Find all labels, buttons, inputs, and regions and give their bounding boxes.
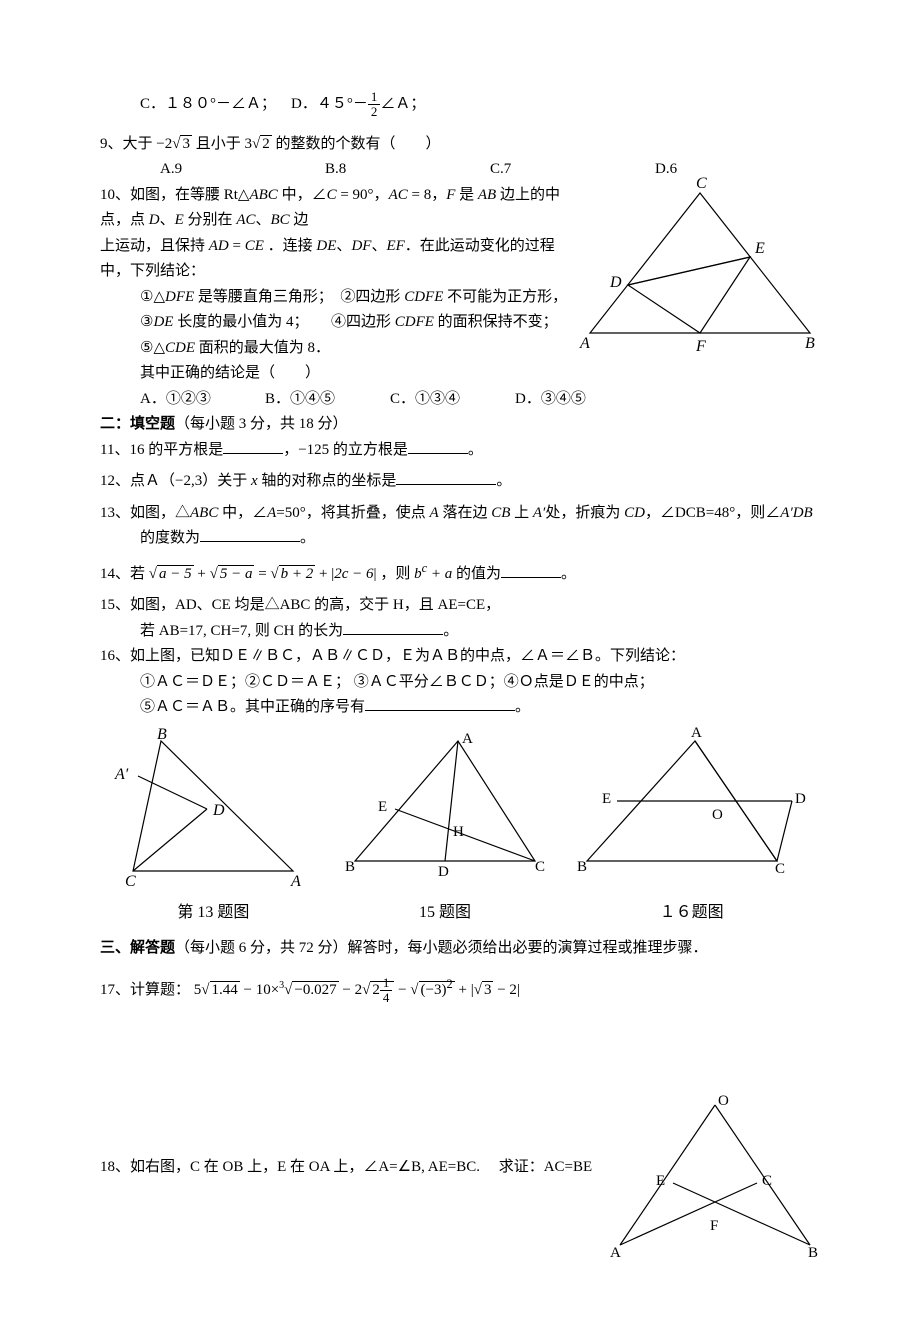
q9-mid: 且小于 3 (196, 136, 252, 152)
q17: 17、计算题： 51.44 − 10×3−0.027 − 2214 − (−3)… (100, 974, 820, 1005)
q10-lblD: D (609, 274, 622, 291)
svg-text:D: D (438, 864, 449, 880)
q9-optB: B.8 (325, 157, 490, 183)
fig15-svg: B C A D E H (340, 731, 550, 886)
q9-neg2: −2 (156, 136, 172, 152)
svg-text:D: D (212, 802, 225, 819)
sec3-note: （每小题 6 分，共 72 分）解答时，每小题必须给出必要的演算过程或推理步骤． (175, 940, 708, 956)
q11: 11、16 的平方根是，−125 的立方根是。 (100, 438, 820, 464)
q10-lblF: F (695, 338, 706, 355)
svg-text:F: F (710, 1218, 718, 1234)
svg-text:D: D (795, 791, 806, 807)
svg-text:E: E (378, 799, 387, 815)
blank (343, 619, 443, 635)
q18: O A B E C F 18、如右图，C 在 OB 上，E 在 OA 上，∠A=… (100, 1095, 820, 1270)
fig13-svg: C A B A′ D (113, 731, 313, 886)
svg-text:B: B (157, 726, 167, 743)
q10-lblB: B (805, 335, 815, 352)
q10-optA: A．①②③ (140, 387, 265, 413)
q8-frac: 12 (368, 90, 381, 120)
svg-text:B: B (808, 1245, 818, 1261)
q10-optB: B．①④⑤ (265, 387, 390, 413)
svg-text:H: H (453, 824, 464, 840)
q9-prefix: 9、大于 (100, 136, 153, 152)
fig13-caption: 第 13 题图 (113, 899, 313, 926)
blank (501, 562, 561, 578)
sec2-note: （每小题 3 分，共 18 分） (175, 416, 348, 432)
q16: 16、如上图，已知ＤＥ∥ＢＣ，ＡＢ∥ＣＤ，Ｅ为ＡＢ的中点，∠Ａ＝∠Ｂ。下列结论：… (100, 644, 820, 721)
q9-optD: D.6 (655, 157, 820, 183)
q10-figure: A B C F D E (580, 183, 820, 363)
sqrt: 5 − a (210, 562, 255, 588)
q10: A B C F D E 10、如图，在等腰 Rt△ABC 中，∠C = 90°，… (100, 183, 820, 413)
q8-optC: C．１８０°－∠Ａ； (140, 96, 276, 112)
fig15-wrap: B C A D E H 15 题图 (340, 731, 550, 927)
svg-text:A: A (462, 731, 473, 747)
q9-options: A.9 B.8 C.7 D.6 (160, 157, 820, 183)
q10-optD: D．③④⑤ (515, 387, 640, 413)
q8-options: C．１８０°－∠Ａ； D．４５°－12∠Ａ； (140, 90, 820, 120)
q8-optD-prefix: D．４５°－ (291, 96, 368, 112)
fig16-caption: １６题图 (577, 899, 807, 926)
fig15-caption: 15 题图 (340, 899, 550, 926)
q10-lblA: A (579, 335, 590, 352)
svg-text:A′: A′ (114, 766, 129, 783)
q10-options: A．①②③ B．①④⑤ C．①③④ D．③④⑤ (140, 387, 640, 413)
section3-header: 三、解答题（每小题 6 分，共 72 分）解答时，每小题必须给出必要的演算过程或… (100, 936, 820, 962)
q9-optA: A.9 (160, 157, 325, 183)
q9-optC: C.7 (490, 157, 655, 183)
q10-optC: C．①③④ (390, 387, 515, 413)
svg-text:C: C (762, 1173, 772, 1189)
svg-text:E: E (602, 791, 611, 807)
blank (223, 438, 283, 454)
svg-text:B: B (345, 859, 355, 875)
q9-suffix: 的整数的个数有（ ） (275, 136, 440, 152)
blank (365, 695, 515, 711)
svg-text:O: O (718, 1093, 729, 1109)
q12: 12、点Ａ（−2,3）关于 x 轴的对称点的坐标是。 (100, 469, 820, 495)
q15: 15、如图，AD、CE 均是△ABC 的高，交于 H，且 AE=CE， 若 AB… (100, 593, 820, 644)
svg-text:A: A (691, 725, 702, 741)
q18-svg: O A B E C F (610, 1095, 820, 1260)
q10-lblE: E (754, 240, 765, 257)
q10-prompt: 其中正确的结论是（ ） (140, 361, 820, 387)
q18-figure: O A B E C F (610, 1095, 820, 1270)
svg-text:B: B (577, 859, 587, 875)
svg-text:A: A (290, 873, 301, 890)
blank (408, 438, 468, 454)
q9: 9、大于 −23 且小于 32 的整数的个数有（ ） A.9 B.8 C.7 D… (100, 132, 820, 183)
fig16-wrap: B C A E D O １６题图 (577, 731, 807, 927)
q14: 14、若 a − 5 + 5 − a = b + 2 + |2c − 6| ，则… (100, 558, 820, 588)
section2-header: 二：填空题（每小题 3 分，共 18 分） (100, 412, 820, 438)
q13: 13、如图，△ABC 中，∠A=50°，将其折叠，使点 A 落在边 CB 上 A… (100, 501, 820, 552)
sec3-title: 三、解答题 (100, 940, 175, 956)
svg-text:C: C (775, 861, 785, 877)
fig13-wrap: C A B A′ D 第 13 题图 (113, 731, 313, 927)
svg-text:A: A (610, 1245, 621, 1261)
q8-optD-suffix: ∠Ａ； (380, 96, 425, 112)
sec2-title: 二：填空题 (100, 416, 175, 432)
svg-text:C: C (125, 873, 136, 890)
sqrt: b + 2 (270, 562, 315, 588)
q10-svg: A B C F D E (580, 183, 820, 353)
sqrt: a − 5 (149, 562, 194, 588)
fig16-svg: B C A E D O (577, 731, 807, 886)
q9-sqrt2: 2 (252, 132, 272, 158)
svg-text:C: C (535, 859, 545, 875)
svg-text:O: O (712, 807, 723, 823)
svg-text:E: E (656, 1173, 665, 1189)
figure-row: C A B A′ D 第 13 题图 B C A D E H (100, 731, 820, 927)
q9-sqrt1: 3 (172, 132, 192, 158)
blank (200, 526, 300, 542)
blank (396, 469, 496, 485)
